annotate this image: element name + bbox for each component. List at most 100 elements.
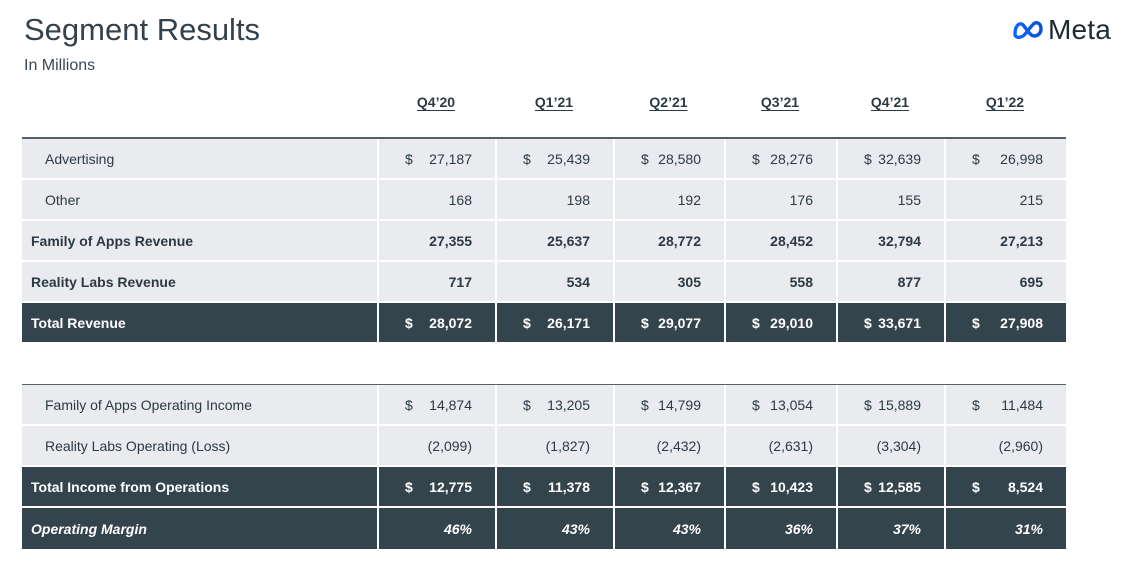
cell-value: 26,171: [547, 314, 590, 331]
table-cell: 43%: [613, 508, 724, 549]
cell-value: (2,960): [998, 437, 1043, 454]
table-cell: 717: [377, 262, 495, 301]
currency-symbol: $: [752, 396, 760, 413]
currency-symbol: $: [641, 478, 649, 495]
table-cell: 877: [836, 262, 944, 301]
table-cell: 27,355: [377, 221, 495, 260]
cell-value: 14,874: [429, 396, 472, 413]
table-row-total-revenue: Total Revenue $28,072 $26,171 $29,077 $2…: [22, 303, 1066, 344]
table-cell: $29,010: [724, 303, 836, 342]
row-label: Operating Margin: [31, 520, 147, 537]
cell-value: (2,631): [768, 437, 813, 454]
table-row-foa-revenue: Family of Apps Revenue 27,355 25,637 28,…: [22, 221, 1066, 262]
cell-value: 15,889: [878, 396, 921, 413]
cell-value: 534: [566, 273, 590, 290]
table-cell: 155: [836, 180, 944, 219]
table-cell: (2,960): [944, 426, 1066, 465]
currency-symbol: $: [641, 150, 649, 167]
cell-value: 8,524: [1007, 478, 1043, 495]
cell-value: 215: [1019, 191, 1043, 208]
table-cell: 176: [724, 180, 836, 219]
table-row-foa-income: Family of Apps Operating Income $14,874 …: [22, 385, 1066, 426]
cell-value: 305: [677, 273, 701, 290]
header-spacer: [22, 94, 377, 120]
currency-symbol: $: [972, 478, 980, 495]
column-header: Q4’21: [870, 94, 910, 110]
cell-value: 155: [897, 191, 921, 208]
table-cell: $28,072: [377, 303, 495, 342]
cell-value: 29,010: [770, 314, 813, 331]
table-cell: $14,874: [377, 385, 495, 424]
table-cell: $26,171: [495, 303, 613, 342]
table-cell: $25,439: [495, 139, 613, 178]
currency-symbol: $: [405, 396, 413, 413]
cell-value: (1,827): [545, 437, 590, 454]
table-cell: 32,794: [836, 221, 944, 260]
cell-value: (2,432): [656, 437, 701, 454]
table-cell: $12,367: [613, 467, 724, 506]
column-header: Q4’20: [416, 94, 456, 110]
cell-value: 558: [789, 273, 813, 290]
table-cell: (2,099): [377, 426, 495, 465]
row-label: Other: [45, 191, 81, 208]
cell-value: 14,799: [658, 396, 701, 413]
table-cell: $12,775: [377, 467, 495, 506]
currency-symbol: $: [972, 314, 980, 331]
currency-symbol: $: [752, 314, 760, 331]
table-cell: (3,304): [836, 426, 944, 465]
cell-value: 26,998: [1000, 150, 1043, 167]
cell-value: 27,187: [429, 150, 472, 167]
cell-value: 168: [448, 191, 472, 208]
segment-results-table: Advertising $27,187 $25,439 $28,580 $28,…: [22, 137, 1066, 549]
table-row-advertising: Advertising $27,187 $25,439 $28,580 $28,…: [22, 139, 1066, 180]
cell-value: 28,452: [770, 232, 813, 249]
table-cell: 695: [944, 262, 1066, 301]
cell-value: 13,205: [547, 396, 590, 413]
cell-value: 33,671: [878, 314, 921, 331]
currency-symbol: $: [523, 396, 531, 413]
cell-value: 37%: [892, 520, 921, 537]
cell-value: 32,639: [878, 150, 921, 167]
cell-value: 176: [789, 191, 813, 208]
cell-value: 46%: [443, 520, 472, 537]
cell-value: 31%: [1014, 520, 1043, 537]
cell-value: 13,054: [770, 396, 813, 413]
cell-value: 11,378: [547, 478, 590, 495]
table-cell: $11,378: [495, 467, 613, 506]
table-cell: 25,637: [495, 221, 613, 260]
table-cell: $14,799: [613, 385, 724, 424]
row-label: Reality Labs Operating (Loss): [45, 437, 231, 454]
table-cell: 27,213: [944, 221, 1066, 260]
table-row-rl-loss: Reality Labs Operating (Loss) (2,099) (1…: [22, 426, 1066, 467]
currency-symbol: $: [972, 396, 980, 413]
table-cell: 215: [944, 180, 1066, 219]
cell-value: 11,484: [1001, 396, 1043, 413]
cell-value: 36%: [784, 520, 813, 537]
currency-symbol: $: [405, 150, 413, 167]
logo-text: Meta: [1048, 14, 1112, 45]
currency-symbol: $: [523, 314, 531, 331]
table-cell: (2,432): [613, 426, 724, 465]
table-cell: $8,524: [944, 467, 1066, 506]
table-cell: 28,452: [724, 221, 836, 260]
cell-value: 27,908: [1000, 314, 1043, 331]
table-cell: $26,998: [944, 139, 1066, 178]
cell-value: 192: [677, 191, 701, 208]
currency-symbol: $: [405, 478, 413, 495]
meta-logo: Meta: [1011, 14, 1111, 46]
cell-value: 28,772: [658, 232, 701, 249]
currency-symbol: $: [864, 396, 872, 413]
table-cell: $29,077: [613, 303, 724, 342]
currency-symbol: $: [752, 478, 760, 495]
currency-symbol: $: [864, 478, 872, 495]
table-cell: $15,889: [836, 385, 944, 424]
table-cell: 31%: [944, 508, 1066, 549]
table-cell: 36%: [724, 508, 836, 549]
table-cell: 558: [724, 262, 836, 301]
column-header: Q3’21: [760, 94, 800, 110]
table-cell: 37%: [836, 508, 944, 549]
table-cell: $27,908: [944, 303, 1066, 342]
currency-symbol: $: [864, 150, 872, 167]
cell-value: 25,637: [547, 232, 590, 249]
table-cell: 28,772: [613, 221, 724, 260]
